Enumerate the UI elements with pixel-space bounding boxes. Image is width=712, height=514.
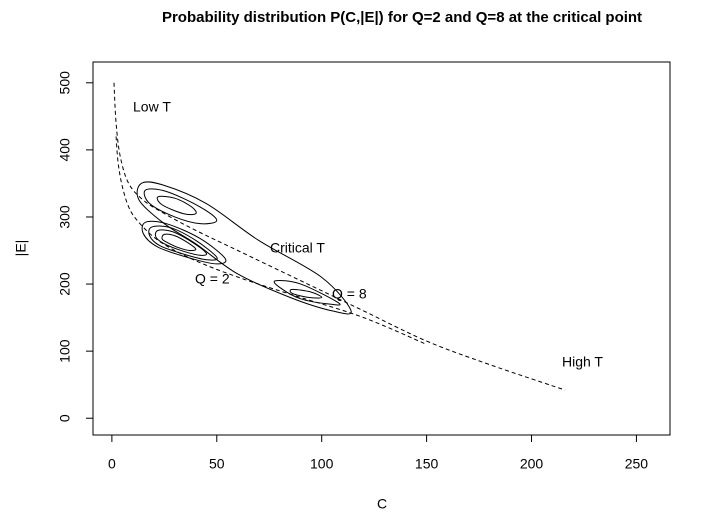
annotation: Q = 8 — [332, 286, 367, 302]
contour-line — [154, 229, 208, 256]
dashed-curve — [113, 82, 566, 391]
contour-line — [156, 195, 197, 216]
x-tick-label: 200 — [520, 456, 544, 472]
annotation: Low T — [133, 99, 171, 115]
y-tick-label: 100 — [57, 339, 73, 363]
x-tick-label: 100 — [310, 456, 334, 472]
contour-line — [141, 220, 227, 265]
y-tick-label: 200 — [57, 272, 73, 296]
y-tick-label: 300 — [57, 205, 73, 229]
plot-frame — [92, 61, 671, 436]
chart-title: Probability distribution P(C,|E|) for Q=… — [162, 9, 642, 26]
dashed-curve — [115, 136, 427, 345]
contour-line — [148, 225, 218, 261]
contour-line — [273, 279, 341, 306]
contour-line — [143, 188, 218, 225]
y-tick-label: 400 — [57, 138, 73, 162]
x-tick-label: 250 — [625, 456, 649, 472]
y-tick-label: 0 — [57, 414, 73, 422]
x-axis-label: C — [377, 496, 387, 512]
x-tick-label: 50 — [209, 456, 225, 472]
contour-line — [161, 233, 197, 252]
contour-line — [289, 288, 323, 299]
annotation: Critical T — [270, 240, 325, 256]
contour-line — [136, 181, 352, 315]
y-tick-label: 500 — [57, 71, 73, 95]
y-axis-label: |E| — [13, 240, 29, 257]
annotation: Q = 2 — [195, 271, 230, 287]
x-tick-label: 150 — [415, 456, 439, 472]
x-tick-label: 0 — [108, 456, 116, 472]
annotation: High T — [562, 354, 603, 370]
